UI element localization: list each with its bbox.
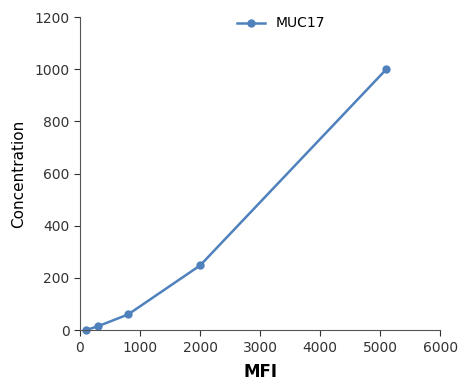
Y-axis label: Concentration: Concentration: [11, 120, 26, 228]
MUC17: [83, 328, 89, 332]
Legend: MUC17: MUC17: [231, 11, 331, 36]
X-axis label: MFI: MFI: [243, 363, 277, 381]
MUC17: [384, 67, 389, 72]
MUC17: [95, 324, 101, 328]
MUC17: [125, 312, 131, 317]
Line: MUC17: MUC17: [83, 66, 390, 334]
MUC17: [197, 263, 203, 268]
